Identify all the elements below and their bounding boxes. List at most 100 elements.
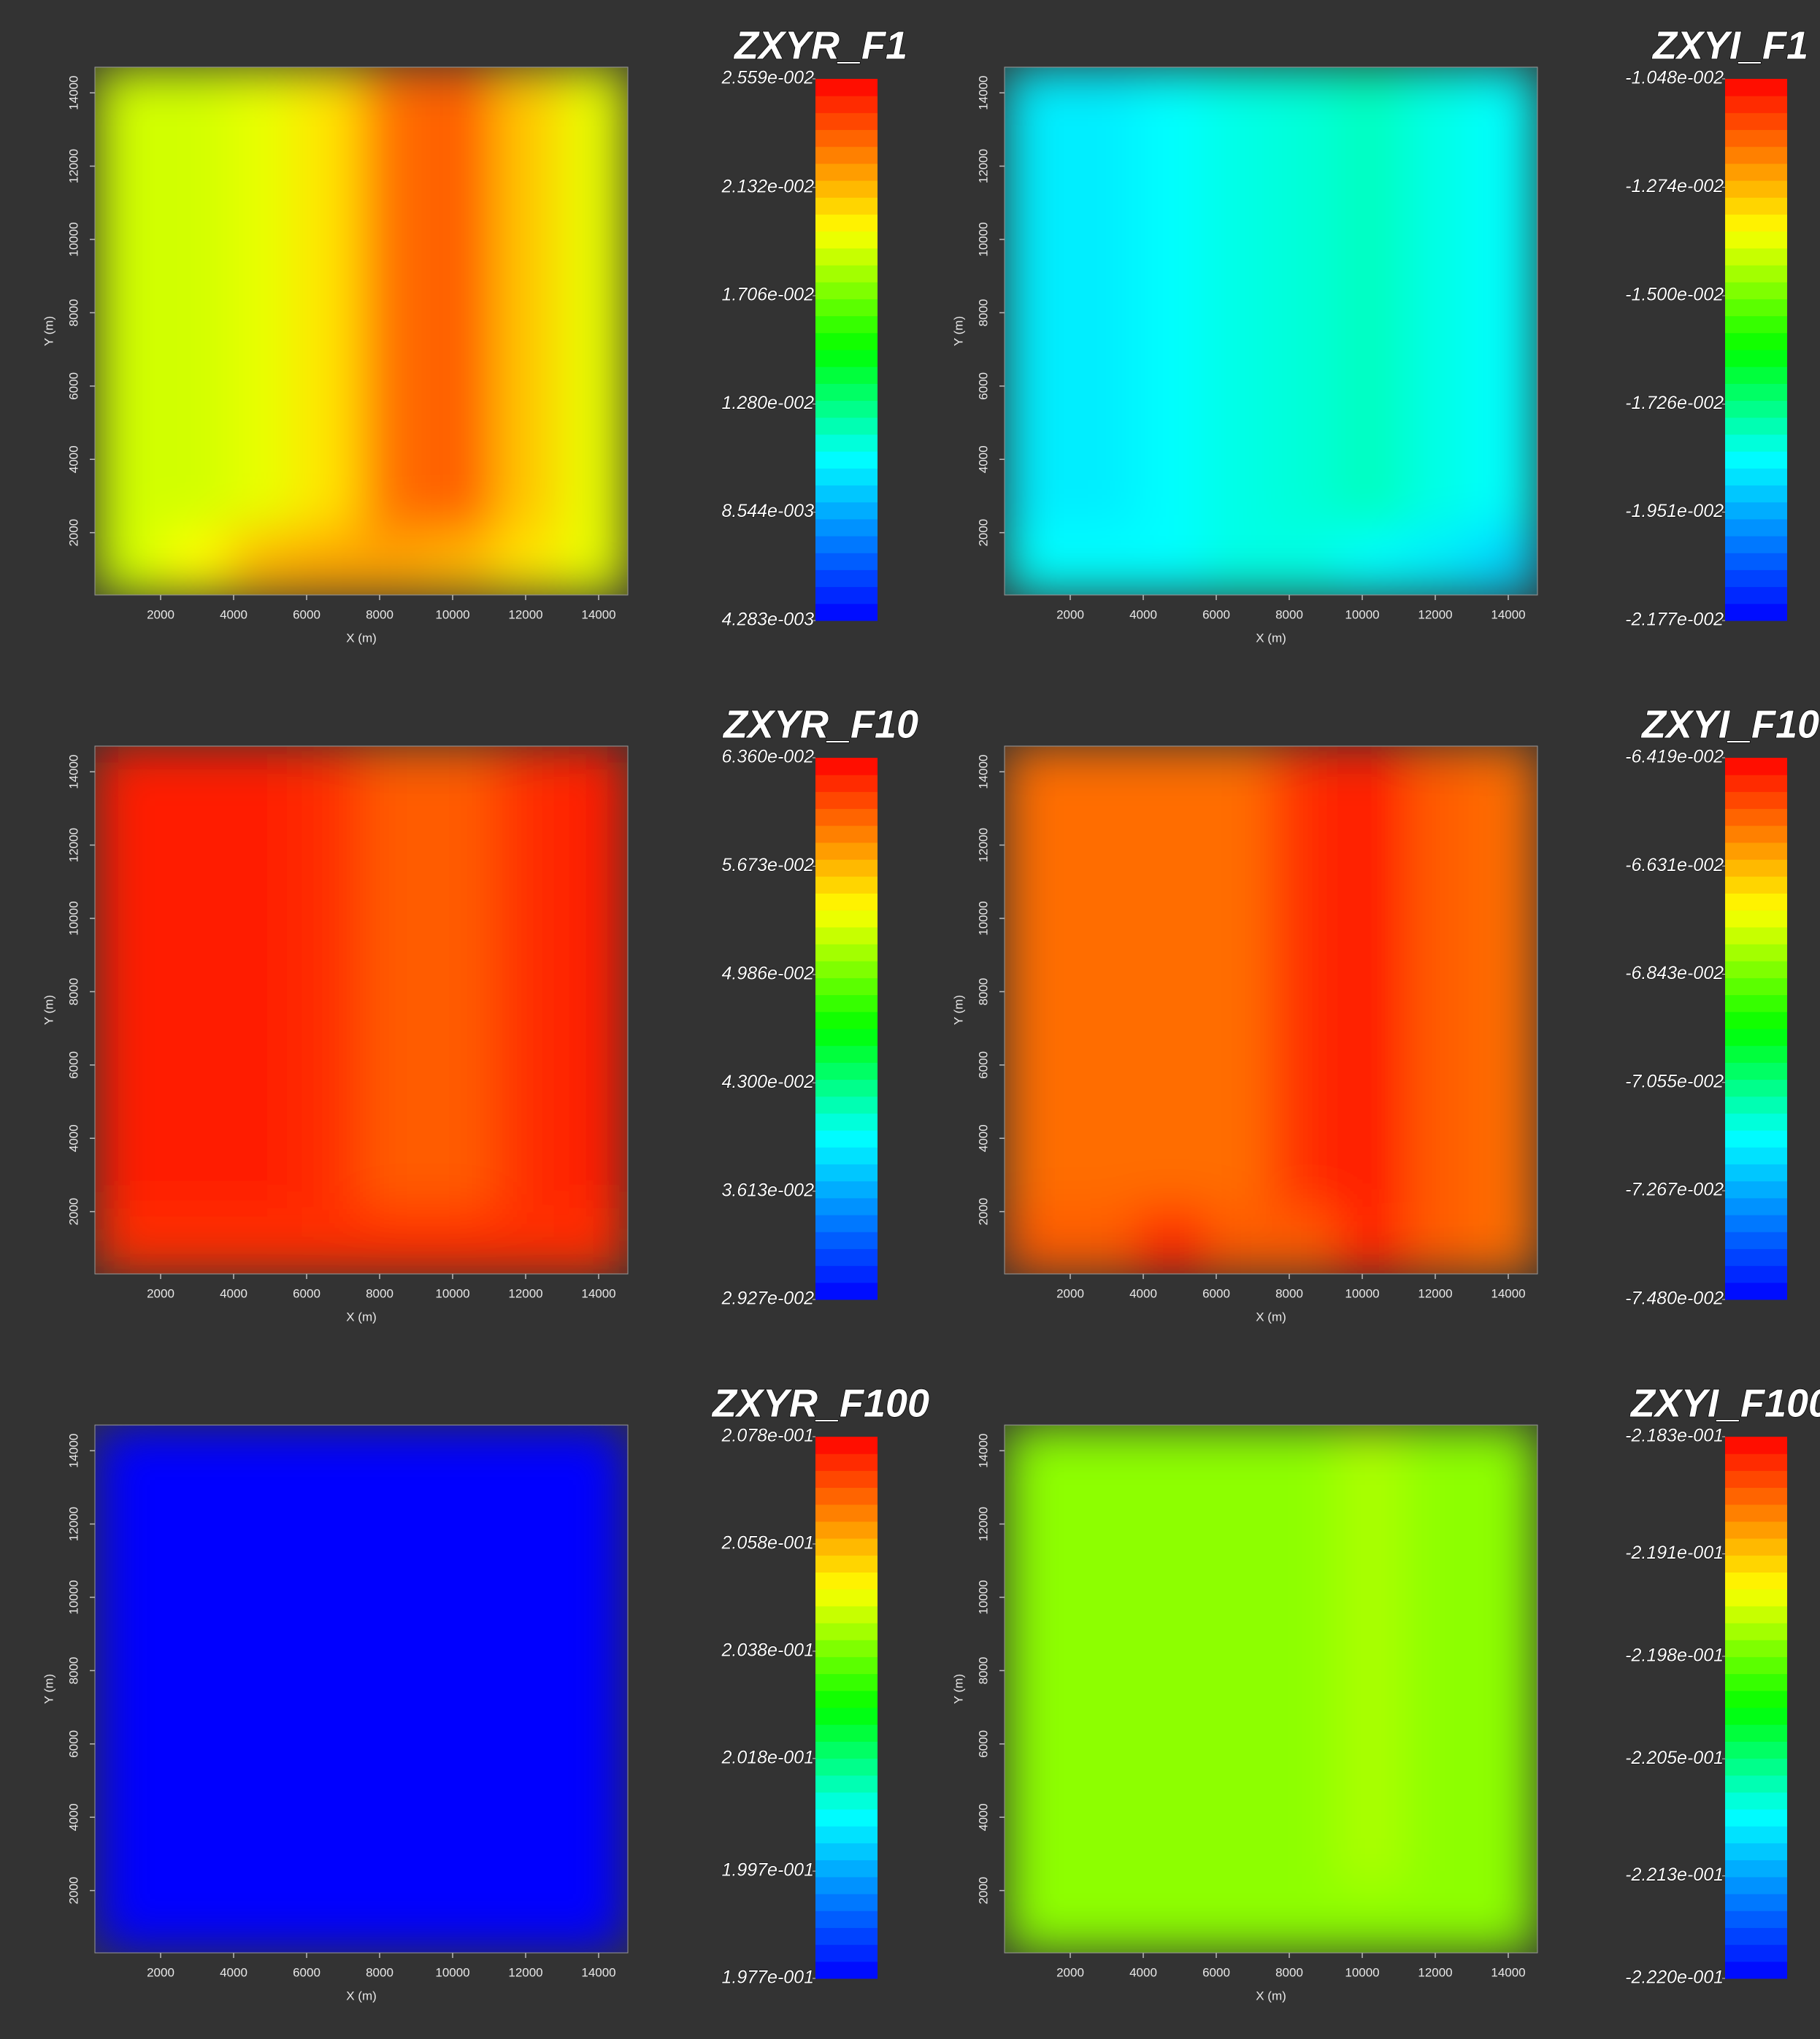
colorbar-band xyxy=(1725,1437,1787,1454)
x-tick-label: 6000 xyxy=(293,1965,320,1979)
colorbar-band xyxy=(815,400,878,418)
colorbar-band xyxy=(1725,569,1787,588)
x-tick-label: 2000 xyxy=(147,607,174,621)
colorbar-band xyxy=(815,1180,878,1199)
colorbar-band xyxy=(815,1859,878,1878)
x-tick-label: 10000 xyxy=(1345,607,1379,621)
y-tick-label: 6000 xyxy=(66,1051,80,1079)
heat-cell xyxy=(1005,1425,1072,1888)
colorbar-tick-label: -6.843e-002 xyxy=(1625,963,1724,983)
y-tick-label: 10000 xyxy=(66,901,80,935)
plot-frame xyxy=(1004,66,1538,596)
colorbar-band xyxy=(815,1876,878,1894)
colorbar-band xyxy=(815,1927,878,1946)
y-tick-label: 8000 xyxy=(66,1656,80,1684)
y-tick-label: 4000 xyxy=(976,1124,990,1152)
colorbar-tick-label: -2.177e-002 xyxy=(1625,610,1724,630)
colorbar-band xyxy=(1725,350,1787,367)
y-tick-label: 14000 xyxy=(66,755,80,789)
colorbar-band xyxy=(815,1130,878,1148)
y-axis-label: Y (m) xyxy=(951,316,965,346)
colorbar-band xyxy=(1725,553,1787,570)
colorbar-band xyxy=(815,1538,878,1556)
colorbar-tick-label: -1.726e-002 xyxy=(1625,393,1724,413)
y-tick-label: 12000 xyxy=(976,1507,990,1541)
panel: 2000 4000 6000 8000 10000 12000 14000 2000 4000 6… xyxy=(951,1381,1820,2003)
heat-cell xyxy=(1470,746,1538,1209)
colorbar-tick-label: 4.300e-002 xyxy=(721,1072,814,1092)
colorbar-band xyxy=(815,299,878,317)
colorbar-tick-label: -2.183e-001 xyxy=(1625,1426,1724,1446)
colorbar-band xyxy=(815,1690,878,1708)
heat-cell xyxy=(361,1425,429,1888)
y-tick-label: 14000 xyxy=(976,755,990,789)
heat-cell xyxy=(1404,67,1472,530)
y-tick-label: 2000 xyxy=(66,1198,80,1226)
colorbar-band xyxy=(815,79,878,96)
y-tick-label: 4000 xyxy=(66,445,80,473)
colorbar-band xyxy=(815,876,878,894)
colorbar-band xyxy=(1725,1944,1787,1962)
heat-cell xyxy=(1337,67,1405,530)
y-tick-label: 2000 xyxy=(66,1877,80,1905)
colorbar-band xyxy=(1725,1180,1787,1199)
colorbar-band xyxy=(1725,1454,1787,1471)
colorbar-tick-label: -2.220e-001 xyxy=(1625,1967,1724,1988)
heat-cell xyxy=(95,746,162,1209)
colorbar-band xyxy=(815,1758,878,1776)
colorbar-band xyxy=(1725,1758,1787,1776)
colorbar-band xyxy=(1725,518,1787,537)
x-axis-label: X (m) xyxy=(1256,1989,1286,2002)
chart-title: ZXYR_F10 xyxy=(722,702,918,746)
heat-cell xyxy=(1337,746,1405,1209)
colorbar-band xyxy=(1725,1555,1787,1573)
heat-cell xyxy=(494,1425,562,1888)
colorbar-band xyxy=(1725,231,1787,249)
colorbar-band xyxy=(815,468,878,485)
colorbar-tick-label: 1.706e-002 xyxy=(721,285,814,305)
colorbar-band xyxy=(815,366,878,384)
colorbar-band xyxy=(815,1504,878,1522)
colorbar-band xyxy=(815,518,878,537)
colorbar-tick-label: -2.213e-001 xyxy=(1625,1865,1724,1885)
x-tick-label: 2000 xyxy=(1056,607,1084,621)
colorbar-band xyxy=(1725,366,1787,384)
colorbar-band xyxy=(1725,1045,1787,1063)
x-tick-label: 12000 xyxy=(508,607,542,621)
colorbar-band xyxy=(815,1673,878,1692)
colorbar-band xyxy=(815,112,878,131)
colorbar-band xyxy=(1725,1656,1787,1675)
heat-cell xyxy=(1470,67,1538,530)
colorbar-band xyxy=(1725,1248,1787,1267)
colorbar-band xyxy=(815,961,878,978)
x-tick-label: 6000 xyxy=(293,1286,320,1300)
colorbar-tick-label: -1.274e-002 xyxy=(1625,176,1724,196)
y-tick-label: 14000 xyxy=(976,76,990,110)
colorbar-band xyxy=(1725,808,1787,826)
colorbar-band xyxy=(815,1029,878,1046)
heat-cell xyxy=(1204,67,1272,530)
chart-title: ZXYR_F1 xyxy=(733,23,907,67)
y-tick-label: 8000 xyxy=(976,299,990,326)
colorbar-band xyxy=(1725,1708,1787,1725)
colorbar-tick-label: -2.205e-001 xyxy=(1625,1748,1724,1768)
colorbar-band xyxy=(1725,1470,1787,1489)
colorbar-band xyxy=(815,1232,878,1249)
colorbar-band xyxy=(815,1623,878,1640)
y-tick-label: 4000 xyxy=(66,1124,80,1152)
colorbar-tick-label: 2.078e-001 xyxy=(721,1426,814,1446)
heat-cell xyxy=(1204,746,1272,1209)
x-tick-label: 14000 xyxy=(1491,607,1525,621)
heat-cell xyxy=(428,746,495,1209)
heat-cell xyxy=(561,746,629,1209)
colorbar-tick-label: -2.191e-001 xyxy=(1625,1543,1724,1563)
heat-cell xyxy=(161,746,229,1209)
colorbar-band xyxy=(815,586,878,604)
colorbar-band xyxy=(1725,1079,1787,1097)
x-tick-label: 4000 xyxy=(1129,607,1157,621)
x-tick-label: 4000 xyxy=(220,1286,247,1300)
panel: 2000 4000 6000 8000 10000 12000 14000 2000 4000 6… xyxy=(42,702,918,1324)
panel: 2000 4000 6000 8000 10000 12000 14000 2000 4000 6… xyxy=(951,23,1808,645)
colorbar-band xyxy=(1725,1487,1787,1505)
heat-cell xyxy=(161,1425,229,1888)
